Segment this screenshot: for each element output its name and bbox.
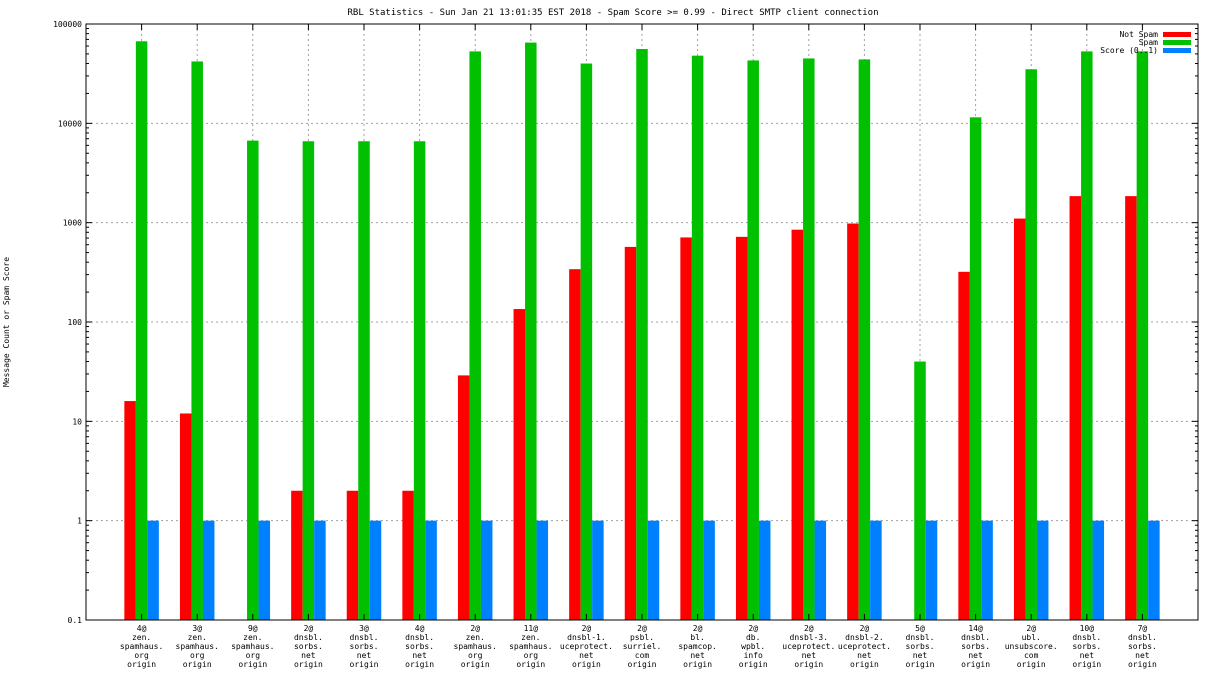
- legend-label: Spam: [1139, 38, 1158, 47]
- bar-not-spam-17: [1069, 196, 1082, 620]
- bar-not-spam-6: [457, 375, 470, 620]
- bar-score-0-1-3: [314, 520, 326, 620]
- x-tick-label: 3@ zen. spamhaus. org origin: [176, 624, 219, 669]
- bar-not-spam-1: [179, 413, 192, 620]
- bar-spam-13: [858, 59, 871, 620]
- bar-spam-4: [358, 141, 370, 620]
- bar-score-0-1-18: [1148, 520, 1160, 620]
- axis-ticks: [86, 23, 1198, 621]
- bar-not-spam-0: [124, 401, 136, 620]
- bar-spam-1: [191, 61, 203, 621]
- bar-score-0-1-7: [536, 520, 549, 620]
- x-tick-label: 5@ dnsbl. sorbs. net origin: [906, 624, 935, 669]
- bar-score-0-1-12: [814, 520, 827, 620]
- bar-not-spam-10: [680, 237, 692, 621]
- bar-spam-0: [135, 41, 148, 621]
- y-tick-label: 10: [72, 417, 82, 426]
- bar-not-spam-13: [847, 223, 859, 620]
- y-tick-label: 0.1: [68, 616, 83, 625]
- bars: [124, 41, 1160, 621]
- bar-score-0-1-16: [1036, 520, 1049, 620]
- x-tick-label: 2@ dnsbl. sorbs. net origin: [294, 624, 323, 669]
- x-tick-label: 2@ psbl. surriel. com origin: [623, 624, 662, 669]
- bar-score-0-1-6: [480, 520, 493, 620]
- x-tick-label: 2@ ubl. unsubscore. com origin: [1005, 624, 1058, 669]
- bar-not-spam-16: [1013, 218, 1026, 620]
- bar-not-spam-18: [1125, 196, 1137, 620]
- x-tick-label: 2@ bl. spamcop. net origin: [678, 624, 717, 669]
- x-tick-label: 2@ dnsbl-1. uceprotect. net origin: [560, 624, 613, 669]
- bar-spam-15: [969, 117, 982, 620]
- bar-not-spam-8: [569, 269, 581, 620]
- bar-spam-17: [1081, 51, 1093, 620]
- y-tick-label: 100000: [53, 20, 82, 29]
- bar-not-spam-3: [291, 490, 303, 620]
- bar-spam-10: [691, 55, 704, 620]
- bar-not-spam-15: [958, 271, 970, 620]
- y-axis-label: Message Count or Spam Score: [2, 257, 11, 387]
- bar-spam-3: [302, 141, 315, 620]
- y-tick-label: 1: [77, 517, 82, 526]
- bar-spam-2: [247, 140, 259, 620]
- bar-spam-7: [525, 42, 537, 621]
- bar-spam-9: [636, 49, 648, 621]
- x-tick-label: 2@ zen. spamhaus. org origin: [454, 624, 497, 669]
- bar-not-spam-5: [402, 490, 414, 620]
- bar-spam-14: [914, 361, 926, 620]
- x-tick-label: 2@ dnsbl-2. uceprotect. net origin: [838, 624, 891, 669]
- bar-spam-6: [469, 51, 481, 620]
- x-tick-label: 9@ zen. spamhaus. org origin: [231, 624, 274, 669]
- chart-title: RBL Statistics - Sun Jan 21 13:01:35 EST…: [347, 8, 878, 18]
- bar-not-spam-4: [346, 490, 359, 620]
- bar-score-0-1-8: [592, 520, 604, 620]
- bar-score-0-1-10: [703, 520, 715, 620]
- bar-not-spam-7: [513, 309, 526, 620]
- x-tick-label: 2@ dnsbl-3. uceprotect. net origin: [782, 624, 835, 669]
- bar-not-spam-11: [735, 236, 748, 620]
- bar-score-0-1-15: [981, 520, 993, 620]
- x-tick-label: 7@ dnsbl. sorbs. net origin: [1128, 624, 1157, 669]
- bar-score-0-1-4: [369, 520, 382, 620]
- bar-score-0-1-0: [147, 520, 159, 620]
- bar-spam-11: [747, 60, 759, 620]
- y-tick-label: 10000: [58, 119, 82, 128]
- axis-labels: 0.1 1 10 100 1000 10000 100000 4@ zen. spamhaus. o…: [53, 20, 1157, 669]
- bar-score-0-1-14: [925, 520, 938, 620]
- legend-swatch: [1163, 32, 1191, 37]
- legend-swatch: [1163, 48, 1191, 53]
- x-tick-label: 4@ dnsbl. sorbs. net origin: [405, 624, 434, 669]
- x-tick-label: 3@ dnsbl. sorbs. net origin: [350, 624, 379, 669]
- bar-score-0-1-1: [202, 520, 215, 620]
- bar-spam-8: [580, 63, 593, 621]
- bar-score-0-1-9: [647, 520, 660, 620]
- y-tick-label: 100: [68, 318, 83, 327]
- bar-score-0-1-17: [1092, 520, 1105, 620]
- bar-score-0-1-2: [258, 520, 271, 620]
- x-tick-label: 11@ zen. spamhaus. org origin: [509, 624, 552, 669]
- legend-label: Score (0..1): [1100, 46, 1158, 55]
- legend-swatch: [1163, 40, 1191, 45]
- bar-score-0-1-11: [758, 520, 771, 620]
- bar-not-spam-9: [624, 246, 637, 620]
- bar-not-spam-12: [791, 229, 804, 620]
- legend-label: Not Spam: [1119, 30, 1158, 39]
- x-tick-label: 14@ dnsbl. sorbs. net origin: [961, 624, 990, 669]
- x-tick-label: 4@ zen. spamhaus. org origin: [120, 624, 163, 669]
- bar-spam-5: [413, 141, 426, 620]
- x-tick-label: 2@ db. wpbl. info origin: [739, 624, 768, 669]
- bar-score-0-1-5: [425, 520, 437, 620]
- bar-spam-18: [1136, 51, 1149, 620]
- bar-spam-16: [1025, 69, 1037, 620]
- x-tick-label: 10@ dnsbl. sorbs. net origin: [1072, 624, 1101, 669]
- bar-score-0-1-13: [870, 520, 882, 620]
- bar-spam-12: [803, 58, 815, 620]
- y-tick-label: 1000: [63, 219, 82, 228]
